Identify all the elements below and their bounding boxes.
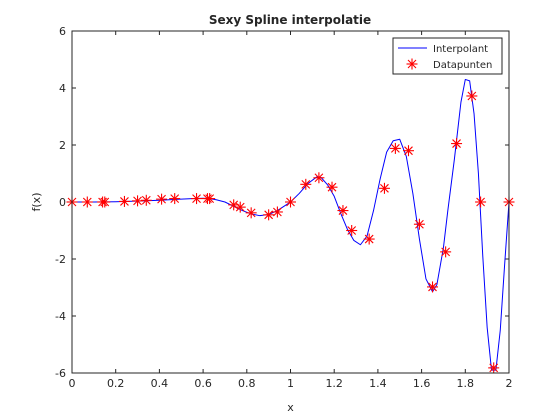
data-point-marker — [337, 205, 349, 217]
data-point-marker — [99, 196, 111, 208]
data-point-marker — [451, 138, 463, 150]
legend: Interpolant Datapunten — [392, 37, 503, 75]
legend-label: Datapunten — [433, 60, 492, 71]
x-tick-label: 1.4 — [369, 377, 387, 390]
data-point-marker — [234, 201, 246, 213]
data-point-marker — [81, 196, 93, 208]
x-tick-label: 1.6 — [413, 377, 431, 390]
data-point-marker — [440, 246, 452, 258]
x-tick-label: 1.2 — [325, 377, 343, 390]
data-point-marker — [466, 90, 478, 102]
x-axis-label: x — [287, 401, 294, 414]
x-axis: 0 0.2 0.4 0.6 0.8 1 1.2 1.4 1.6 1.8 2 — [69, 31, 513, 390]
plot-frame — [71, 30, 510, 374]
data-point-marker — [488, 362, 500, 374]
data-point-marker — [326, 181, 338, 193]
legend-box — [392, 37, 503, 75]
data-point-marker — [363, 233, 375, 245]
data-point-marker — [313, 172, 325, 184]
data-point-marker — [271, 206, 283, 218]
y-tick-label: 2 — [59, 139, 66, 152]
data-point-marker — [378, 182, 390, 194]
data-point-marker — [389, 142, 401, 154]
y-tick-label: 4 — [59, 82, 66, 95]
x-tick-label: 0.6 — [194, 377, 212, 390]
data-point-marker — [156, 193, 168, 205]
data-point-marker — [475, 196, 487, 208]
data-point-marker — [169, 193, 181, 205]
series-line-interpolant — [72, 78, 510, 371]
x-tick-label: 1 — [287, 377, 294, 390]
y-tick-label: -6 — [55, 367, 66, 380]
data-point-marker — [346, 225, 358, 236]
data-point-marker — [263, 209, 275, 221]
data-point-marker — [300, 178, 312, 190]
y-tick-label: 0 — [59, 196, 66, 209]
x-tick-label: 1.8 — [457, 377, 475, 390]
data-point-marker — [191, 193, 203, 205]
data-point-marker — [402, 145, 414, 157]
data-point-marker — [285, 196, 296, 208]
y-tick-label: -4 — [55, 310, 66, 323]
plot-content — [66, 78, 515, 374]
data-point-marker — [427, 281, 439, 293]
x-tick-label: 0.8 — [238, 377, 256, 390]
legend-label: Interpolant — [433, 44, 488, 55]
data-point-marker — [413, 218, 425, 230]
y-tick-label: -2 — [55, 253, 66, 266]
chart-title: Sexy Spline interpolatie — [209, 13, 371, 27]
legend-marker-swatch — [406, 58, 418, 70]
x-tick-label: 2 — [506, 377, 513, 390]
x-tick-label: 0.4 — [151, 377, 169, 390]
data-point-marker — [204, 193, 216, 205]
data-point-marker — [140, 194, 152, 206]
data-point-marker — [118, 195, 130, 207]
y-tick-label: 6 — [59, 25, 66, 38]
x-tick-label: 0.2 — [107, 377, 125, 390]
data-point-marker — [132, 195, 144, 207]
y-axis-label: f(x) — [30, 193, 43, 212]
data-point-marker — [245, 207, 257, 219]
x-tick-label: 0 — [69, 377, 76, 390]
